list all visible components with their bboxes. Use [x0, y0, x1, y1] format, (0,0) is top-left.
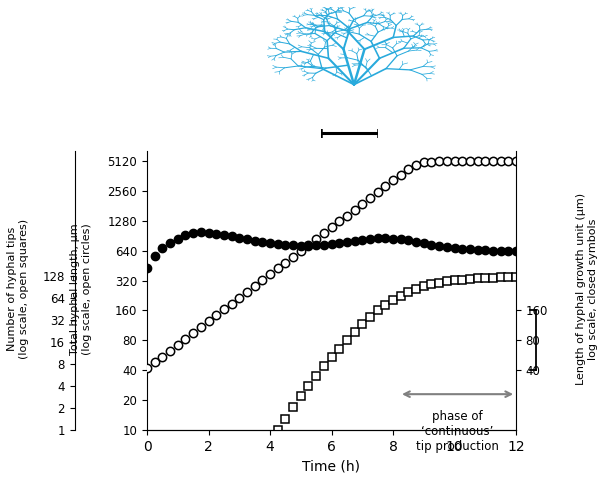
Text: Length of hyphal growth unit (μm)
log scale, closed symbols: Length of hyphal growth unit (μm) log sc…: [576, 193, 598, 385]
Text: Number of hyphal tips
(log scale, open squares): Number of hyphal tips (log scale, open s…: [7, 219, 29, 359]
Text: Total hyphal length, μm
(log scale, open circles): Total hyphal length, μm (log scale, open…: [70, 223, 92, 355]
X-axis label: Time (h): Time (h): [302, 459, 361, 473]
Text: phase of
‘continuous’
tip production: phase of ‘continuous’ tip production: [416, 410, 499, 452]
